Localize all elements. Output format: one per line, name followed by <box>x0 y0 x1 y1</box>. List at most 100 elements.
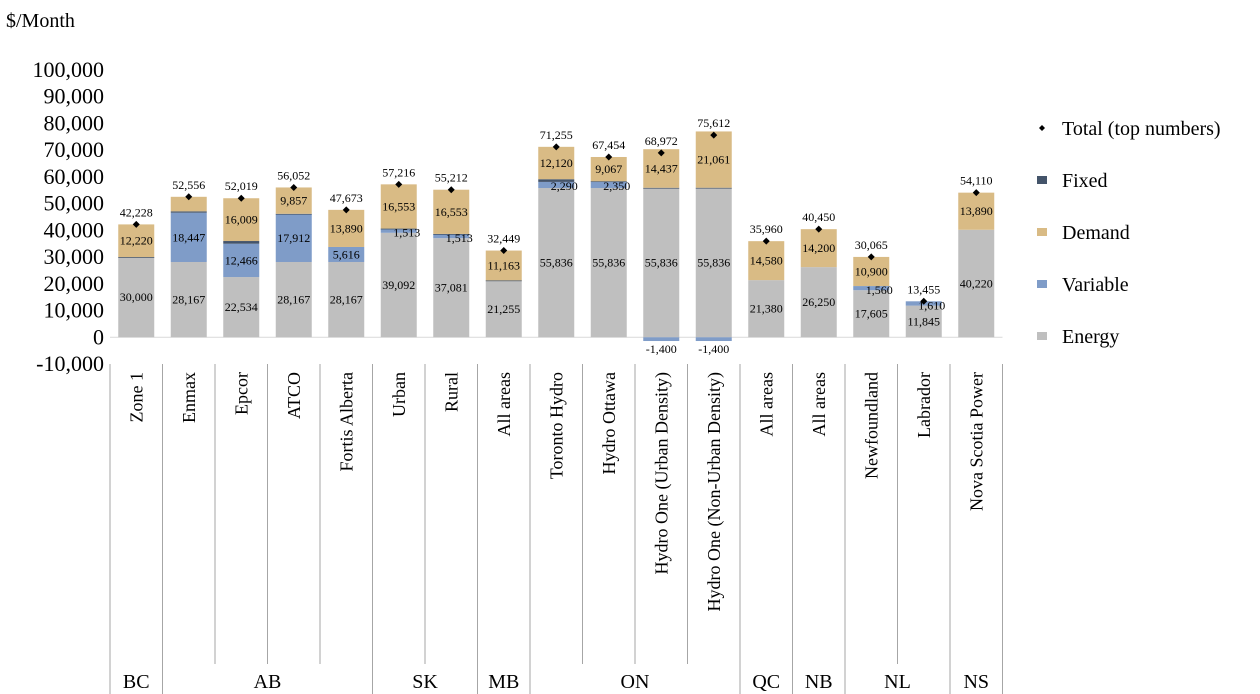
data-label-variable: 1,560 <box>866 283 893 297</box>
data-label-demand: 9,067 <box>595 162 622 176</box>
data-label-energy: 28,167 <box>172 293 205 307</box>
total-label: 75,612 <box>697 116 730 130</box>
bar-segment-fixed <box>485 280 522 282</box>
y-tick-label: 30,000 <box>44 244 105 269</box>
total-marker <box>657 149 665 157</box>
bar-segment-energy <box>170 261 207 338</box>
data-label-variable: 17,912 <box>277 231 310 245</box>
y-tick-label: 60,000 <box>44 164 105 189</box>
bar-segment-variable <box>433 234 470 239</box>
legend-label: Energy <box>1062 326 1119 348</box>
y-axis-unit-label: $/Month <box>6 10 75 32</box>
bar-segment-fixed <box>170 211 207 213</box>
total-marker <box>867 253 875 261</box>
bar-segment-demand <box>748 241 785 281</box>
category-label: All areas <box>809 372 829 436</box>
bar-segment-variable <box>223 243 260 278</box>
data-label-demand: 10,900 <box>855 264 888 278</box>
data-label-energy: 37,081 <box>435 281 468 295</box>
data-label-demand: 12,120 <box>540 156 573 170</box>
total-label: 57,216 <box>382 165 415 179</box>
total-marker <box>185 193 193 201</box>
bar-segment-demand <box>800 229 837 268</box>
total-marker <box>132 220 140 228</box>
legend-marker-energy <box>1037 332 1047 340</box>
data-label-demand: 13,890 <box>330 221 363 235</box>
data-label-demand: 12,220 <box>120 234 153 248</box>
total-label: 32,449 <box>487 232 520 246</box>
total-marker <box>552 143 560 151</box>
group-label: NS <box>963 671 989 693</box>
group-label: AB <box>254 671 282 693</box>
bar-segment-variable <box>853 286 890 291</box>
data-label-demand: 16,553 <box>435 205 468 219</box>
data-label-variable: 5,616 <box>333 247 360 261</box>
category-label: Hydro One (Urban Density) <box>651 372 672 574</box>
category-label: Zone 1 <box>126 372 146 422</box>
data-label-energy: 21,380 <box>750 302 783 316</box>
y-tick-label: 50,000 <box>44 191 105 216</box>
data-label-demand: 14,200 <box>802 241 835 255</box>
total-marker <box>762 237 770 245</box>
bar-segment-energy <box>958 229 995 338</box>
total-marker <box>920 297 928 305</box>
category-label: Newfoundland <box>861 372 881 479</box>
bar-segment-fixed <box>538 179 575 182</box>
total-marker <box>710 131 718 139</box>
data-label-demand: 9,857 <box>280 194 307 208</box>
bar-segment-demand <box>275 187 312 214</box>
total-label: 67,454 <box>592 138 625 152</box>
data-label-energy: 30,000 <box>120 290 153 304</box>
category-label: Hydro Ottawa <box>599 372 619 474</box>
y-tick-label: 70,000 <box>44 137 105 162</box>
category-label: Hydro One (Non-Urban Density) <box>704 372 725 611</box>
y-tick-label: 20,000 <box>44 271 105 296</box>
data-label-demand: 13,890 <box>960 204 993 218</box>
bar-segment-energy <box>275 261 312 338</box>
total-marker <box>447 186 455 194</box>
data-label-energy: 40,220 <box>960 277 993 291</box>
category-label: Enmax <box>179 372 199 423</box>
data-label-demand: 16,553 <box>382 199 415 213</box>
total-label: 71,255 <box>540 128 573 142</box>
total-marker <box>500 247 508 255</box>
bar-segment-energy <box>748 280 785 338</box>
data-label-demand: 14,580 <box>750 254 783 268</box>
total-label: 42,228 <box>120 205 153 219</box>
data-label-variable: 12,466 <box>225 253 258 267</box>
group-label: NL <box>884 671 911 693</box>
category-label: All areas <box>756 372 776 436</box>
group-label: QC <box>752 671 780 693</box>
y-tick-label: 80,000 <box>44 110 105 135</box>
bar-segment-variable <box>695 337 732 342</box>
bar-segment-demand <box>380 184 417 229</box>
bar-segment-demand <box>170 196 207 212</box>
total-label: 52,556 <box>172 178 205 192</box>
group-label: MB <box>488 671 519 693</box>
bar-segment-energy <box>538 188 575 338</box>
bar-segment-demand <box>590 156 627 182</box>
bar-segment-fixed <box>695 187 732 189</box>
bar-segment-fixed <box>643 187 680 189</box>
bar-segment-demand <box>538 146 575 180</box>
total-label: 68,972 <box>645 134 678 148</box>
data-label-energy: 39,092 <box>382 278 415 292</box>
category-label: Fortis Alberta <box>336 372 356 472</box>
bar-segment-energy <box>433 238 470 338</box>
bar-segment-variable <box>170 212 207 262</box>
legend-label: Fixed <box>1062 170 1108 192</box>
total-marker <box>395 180 403 188</box>
bar-segment-energy <box>643 188 680 338</box>
y-tick-label: 100,000 <box>33 57 105 82</box>
bar-segment-variable <box>275 214 312 262</box>
total-marker <box>605 153 613 161</box>
total-marker <box>290 183 298 191</box>
data-label-variable: 18,447 <box>172 230 205 244</box>
legend-label: Demand <box>1062 222 1130 244</box>
bar-segment-demand <box>485 250 522 281</box>
data-label-energy: 26,250 <box>802 295 835 309</box>
total-label: 30,065 <box>855 238 888 252</box>
total-label: 56,052 <box>277 168 310 182</box>
bar-segment-fixed <box>380 228 417 230</box>
